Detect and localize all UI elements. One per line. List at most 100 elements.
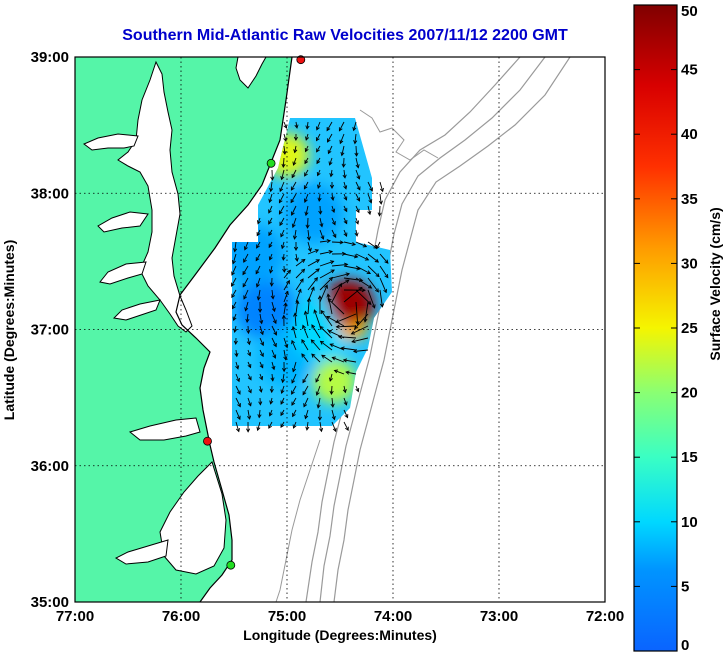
vector-head-51 [330,196,335,201]
vector-head-92 [339,240,344,245]
estuary-north [83,133,139,151]
vector-130 [319,269,335,279]
vector-head-270 [332,427,337,433]
vector-head-145 [361,288,366,293]
vector-head-102 [294,257,299,262]
vector-26 [343,157,345,167]
vector-head-162 [245,318,250,324]
vector-head-250 [330,403,335,408]
vector-241 [355,385,359,392]
vector-91 [319,240,331,243]
vector-129 [307,268,320,279]
bathymetry-contour-2 [319,57,546,602]
vector-head-246 [280,400,285,405]
vector-head-99 [255,257,260,262]
vector-253 [247,409,251,420]
vector-56 [268,205,273,214]
vector-99 [255,253,261,261]
vector-head-21 [281,163,286,169]
vector-220 [235,373,240,382]
vector-head-104 [328,249,334,255]
vector-head-15 [293,149,298,154]
vector-head-25 [328,161,333,166]
velocity-feature-core [328,285,369,325]
vector-head-63 [355,208,360,214]
vector-124 [242,277,249,288]
vector-head-256 [280,411,285,417]
vector-106 [343,253,358,258]
vector-head-158 [358,286,363,291]
vector-head-166 [295,299,300,305]
vector-200 [271,349,276,359]
vector-head-110 [231,271,235,276]
vector-head-5 [338,127,343,132]
pamlico-inlet [114,539,169,565]
vector-246 [280,397,285,405]
vector-head-193 [319,325,324,331]
vector-head-265 [268,424,272,429]
vector-head-83 [354,232,359,237]
vector-head-261 [344,414,349,419]
colorbar-tick-6: 30 [681,255,698,272]
vector-head-148 [379,303,385,308]
vector-head-230 [345,370,350,375]
vector-59 [305,205,309,216]
vector-head-103 [314,249,320,253]
vector-head-53 [356,197,361,202]
vector-head-198 [247,352,252,357]
vector-head-146 [367,300,372,305]
vector-head-189 [284,343,289,349]
vector-head-60 [318,210,323,215]
vector-head-228 [328,377,333,382]
vector-30 [291,169,297,178]
vector-139 [271,289,274,299]
vector-24 [316,157,321,164]
velocity-feature-3 [235,279,296,340]
vector-head-220 [236,377,240,383]
vector-42 [343,181,347,189]
station-marker-red [296,55,306,65]
vector-head-13 [353,140,358,145]
vector-250 [331,397,334,408]
vector-13 [354,133,357,144]
vector-47 [279,193,285,203]
vector-head-188 [273,342,277,348]
vector-78 [294,229,297,239]
vector-head-236 [291,390,295,395]
vector-61 [331,205,335,213]
vector-73 [343,217,348,224]
vector-head-213 [282,367,287,373]
vector-head-56 [268,209,272,214]
vector-80 [319,229,324,240]
vector-50 [318,193,321,202]
vector-head-122 [384,274,389,279]
vector-9 [305,133,309,141]
vector-172 [354,313,369,329]
vector-119 [343,265,360,270]
vector-head-151 [258,308,263,313]
vector-206 [330,343,345,351]
vector-head-168 [317,295,322,300]
lat-tick-0: 39:00 [31,49,69,66]
vector-head-80 [320,235,325,240]
vector-head-167 [306,297,312,302]
vector-248 [303,397,309,407]
vector-head-38 [290,186,295,191]
vector-head-107 [364,256,370,261]
vector-270 [331,421,337,432]
vector-174 [247,325,249,334]
vector-22 [293,157,297,166]
colorbar-gradient [634,5,677,651]
vector-head-214 [292,368,297,373]
vector-6 [353,121,357,131]
vector-117 [319,260,334,267]
vector-90 [307,241,312,252]
vector-head-205 [319,340,325,345]
vector-head-37 [279,187,284,193]
vector-152 [271,301,276,312]
vector-147 [367,289,376,309]
vector-198 [247,349,251,356]
vector-head-152 [271,307,276,313]
vector-19 [341,145,345,156]
vector-257 [292,409,297,417]
